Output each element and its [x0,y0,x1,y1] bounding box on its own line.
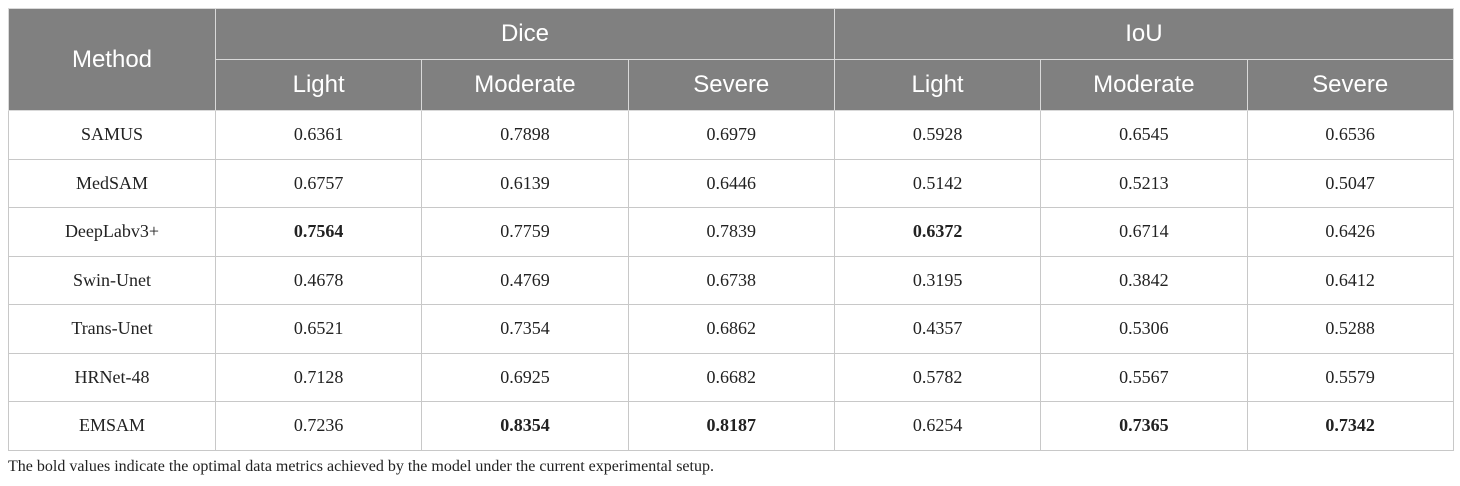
method-cell: Swin-Unet [8,255,216,305]
value-cell: 0.5047 [1246,158,1454,208]
table-row: SAMUS 0.6361 0.7898 0.6979 0.5928 0.6545 0.653… [8,110,1454,160]
value-cell: 0.7236 [214,401,423,451]
value-cell: 0.7365 [1040,401,1248,451]
table-footnote: The bold values indicate the optimal dat… [8,458,714,475]
value-cell: 0.6979 [627,110,835,160]
value-cell: 0.7759 [421,207,629,257]
value-cell: 0.8187 [627,401,835,451]
header-iou-moderate: Moderate [1040,59,1248,111]
table-row: DeepLabv3+ 0.7564 0.7759 0.7839 0.6372 0.6714… [8,207,1454,257]
value-cell: 0.6412 [1246,255,1454,305]
value-cell: 0.5213 [1040,158,1248,208]
header-dice-severe: Severe [627,59,835,111]
value-cell: 0.3195 [833,255,1042,305]
value-cell: 0.7564 [214,207,423,257]
value-cell: 0.5928 [833,110,1042,160]
value-cell: 0.4678 [214,255,423,305]
value-cell: 0.6372 [833,207,1042,257]
value-cell: 0.5567 [1040,352,1248,402]
value-cell: 0.5306 [1040,304,1248,354]
value-cell: 0.6139 [421,158,629,208]
method-cell: SAMUS [8,110,216,160]
value-cell: 0.4357 [833,304,1042,354]
table-header: Method Dice IoU Light Moderate Severe Li… [8,8,1454,111]
header-dice-light: Light [214,59,423,111]
value-cell: 0.7342 [1246,401,1454,451]
value-cell: 0.6426 [1246,207,1454,257]
header-method: Method [8,8,216,111]
value-cell: 0.6446 [627,158,835,208]
method-cell: EMSAM [8,401,216,451]
value-cell: 0.6682 [627,352,835,402]
value-cell: 0.5782 [833,352,1042,402]
header-dice-moderate: Moderate [421,59,629,111]
value-cell: 0.6757 [214,158,423,208]
table-row: Trans-Unet 0.6521 0.7354 0.6862 0.4357 0.5306… [8,304,1454,354]
value-cell: 0.7839 [627,207,835,257]
method-cell: DeepLabv3+ [8,207,216,257]
header-iou-severe: Severe [1246,59,1454,111]
header-group-iou: IoU [833,8,1454,60]
value-cell: 0.7128 [214,352,423,402]
table-row: EMSAM 0.7236 0.8354 0.8187 0.6254 0.7365 0.734… [8,401,1454,451]
value-cell: 0.6521 [214,304,423,354]
value-cell: 0.6862 [627,304,835,354]
method-cell: MedSAM [8,158,216,208]
results-table-container: Method Dice IoU Light Moderate Severe Li… [8,8,1454,451]
value-cell: 0.6714 [1040,207,1248,257]
method-cell: HRNet-48 [8,352,216,402]
header-iou-light: Light [833,59,1042,111]
value-cell: 0.5579 [1246,352,1454,402]
value-cell: 0.3842 [1040,255,1248,305]
value-cell: 0.5288 [1246,304,1454,354]
value-cell: 0.6361 [214,110,423,160]
results-table: Method Dice IoU Light Moderate Severe Li… [8,8,1454,451]
value-cell: 0.7354 [421,304,629,354]
value-cell: 0.5142 [833,158,1042,208]
header-group-dice: Dice [215,8,835,60]
table-body: SAMUS 0.6361 0.7898 0.6979 0.5928 0.6545 0.653… [8,110,1454,451]
value-cell: 0.7898 [421,110,629,160]
table-row: HRNet-48 0.7128 0.6925 0.6682 0.5782 0.5567 0.… [8,352,1454,402]
value-cell: 0.8354 [421,401,629,451]
table-row: Swin-Unet 0.4678 0.4769 0.6738 0.3195 0.3842 0… [8,255,1454,305]
value-cell: 0.6738 [627,255,835,305]
table-row: MedSAM 0.6757 0.6139 0.6446 0.5142 0.5213 0.50… [8,158,1454,208]
value-cell: 0.6545 [1040,110,1248,160]
method-cell: Trans-Unet [8,304,216,354]
value-cell: 0.6254 [833,401,1042,451]
value-cell: 0.6925 [421,352,629,402]
value-cell: 0.4769 [421,255,629,305]
value-cell: 0.6536 [1246,110,1454,160]
